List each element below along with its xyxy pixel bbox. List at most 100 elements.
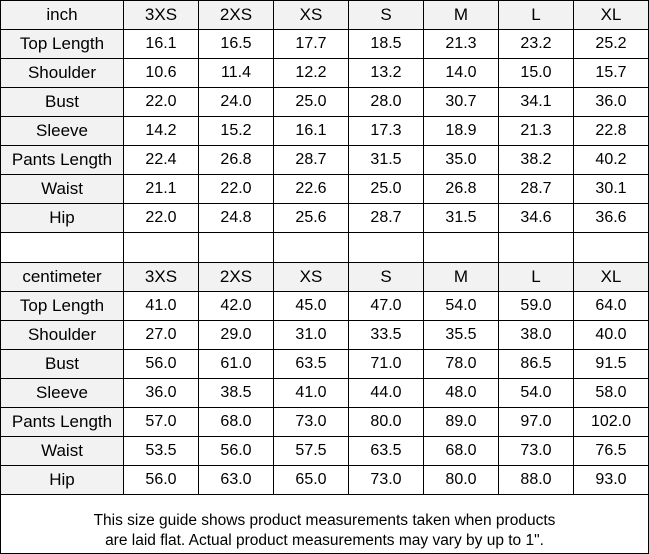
footnote: This size guide shows product measuremen… bbox=[0, 494, 649, 554]
size-value-cell: 21.3 bbox=[498, 116, 574, 146]
spacer-cell bbox=[0, 232, 124, 263]
spacer-row bbox=[0, 232, 649, 263]
row-label: Bust bbox=[0, 349, 124, 379]
size-value-cell: 91.5 bbox=[573, 349, 649, 379]
table-row: Hip 22.0 24.8 25.6 28.7 31.5 34.6 36.6 bbox=[0, 203, 649, 233]
row-label: Pants Length bbox=[0, 407, 124, 437]
size-value-cell: 22.0 bbox=[198, 174, 274, 204]
footer-section: This size guide shows product measuremen… bbox=[0, 494, 649, 554]
spacer-cell bbox=[498, 232, 574, 263]
size-value-cell: 31.5 bbox=[348, 145, 424, 175]
size-value-cell: 15.0 bbox=[498, 58, 574, 88]
centimeter-section: centimeter 3XS 2XS XS S M L XL Top Lengt… bbox=[0, 262, 649, 495]
spacer-cell bbox=[198, 232, 274, 263]
size-header: M bbox=[423, 262, 499, 292]
size-value-cell: 28.7 bbox=[348, 203, 424, 233]
size-header: XL bbox=[573, 262, 649, 292]
size-value-cell: 71.0 bbox=[348, 349, 424, 379]
size-value-cell: 54.0 bbox=[498, 378, 574, 408]
size-value-cell: 22.0 bbox=[123, 203, 199, 233]
size-value-cell: 15.2 bbox=[198, 116, 274, 146]
size-value-cell: 34.6 bbox=[498, 203, 574, 233]
size-value-cell: 23.2 bbox=[498, 29, 574, 59]
size-value-cell: 54.0 bbox=[423, 291, 499, 321]
size-header: 2XS bbox=[198, 262, 274, 292]
size-header: L bbox=[498, 262, 574, 292]
table-row: Pants Length 57.0 68.0 73.0 80.0 89.0 97… bbox=[0, 407, 649, 437]
row-label: Hip bbox=[0, 465, 124, 495]
size-header: M bbox=[423, 0, 499, 30]
size-value-cell: 11.4 bbox=[198, 58, 274, 88]
size-value-cell: 24.0 bbox=[198, 87, 274, 117]
size-value-cell: 16.1 bbox=[273, 116, 349, 146]
spacer-cell bbox=[348, 232, 424, 263]
size-value-cell: 56.0 bbox=[123, 349, 199, 379]
table-row: Shoulder 10.6 11.4 12.2 13.2 14.0 15.0 1… bbox=[0, 58, 649, 88]
size-value-cell: 25.2 bbox=[573, 29, 649, 59]
unit-header-centimeter: centimeter bbox=[0, 262, 124, 292]
size-value-cell: 25.6 bbox=[273, 203, 349, 233]
size-value-cell: 27.0 bbox=[123, 320, 199, 350]
size-value-cell: 15.7 bbox=[573, 58, 649, 88]
size-value-cell: 44.0 bbox=[348, 378, 424, 408]
size-value-cell: 12.2 bbox=[273, 58, 349, 88]
size-value-cell: 35.0 bbox=[423, 145, 499, 175]
size-value-cell: 86.5 bbox=[498, 349, 574, 379]
inch-header-row: inch 3XS 2XS XS S M L XL bbox=[0, 0, 649, 30]
size-header: XS bbox=[273, 262, 349, 292]
row-label: Sleeve bbox=[0, 116, 124, 146]
size-value-cell: 18.9 bbox=[423, 116, 499, 146]
size-header: XS bbox=[273, 0, 349, 30]
size-value-cell: 36.0 bbox=[123, 378, 199, 408]
table-row: Top Length 41.0 42.0 45.0 47.0 54.0 59.0… bbox=[0, 291, 649, 321]
size-value-cell: 22.6 bbox=[273, 174, 349, 204]
size-value-cell: 13.2 bbox=[348, 58, 424, 88]
size-value-cell: 38.0 bbox=[498, 320, 574, 350]
footnote-line2: are laid flat. Actual product measuremen… bbox=[105, 532, 544, 549]
size-value-cell: 28.7 bbox=[273, 145, 349, 175]
footnote-row: This size guide shows product measuremen… bbox=[0, 494, 649, 554]
size-value-cell: 89.0 bbox=[423, 407, 499, 437]
size-value-cell: 42.0 bbox=[198, 291, 274, 321]
size-value-cell: 41.0 bbox=[273, 378, 349, 408]
size-value-cell: 102.0 bbox=[573, 407, 649, 437]
size-value-cell: 10.6 bbox=[123, 58, 199, 88]
size-value-cell: 22.4 bbox=[123, 145, 199, 175]
size-header: 2XS bbox=[198, 0, 274, 30]
size-value-cell: 76.5 bbox=[573, 436, 649, 466]
size-value-cell: 14.0 bbox=[423, 58, 499, 88]
centimeter-header-row: centimeter 3XS 2XS XS S M L XL bbox=[0, 262, 649, 292]
size-value-cell: 56.0 bbox=[123, 465, 199, 495]
size-value-cell: 28.0 bbox=[348, 87, 424, 117]
size-header: L bbox=[498, 0, 574, 30]
size-header: XL bbox=[573, 0, 649, 30]
size-value-cell: 17.3 bbox=[348, 116, 424, 146]
spacer-cell bbox=[123, 232, 199, 263]
size-value-cell: 53.5 bbox=[123, 436, 199, 466]
size-value-cell: 73.0 bbox=[348, 465, 424, 495]
size-value-cell: 88.0 bbox=[498, 465, 574, 495]
row-label: Pants Length bbox=[0, 145, 124, 175]
row-label: Top Length bbox=[0, 291, 124, 321]
size-value-cell: 14.2 bbox=[123, 116, 199, 146]
size-value-cell: 78.0 bbox=[423, 349, 499, 379]
table-row: Shoulder 27.0 29.0 31.0 33.5 35.5 38.0 4… bbox=[0, 320, 649, 350]
spacer-cell bbox=[423, 232, 499, 263]
spacer-cell bbox=[573, 232, 649, 263]
inch-section: inch 3XS 2XS XS S M L XL Top Length 16.1… bbox=[0, 0, 649, 263]
size-value-cell: 73.0 bbox=[498, 436, 574, 466]
size-value-cell: 26.8 bbox=[423, 174, 499, 204]
size-value-cell: 26.8 bbox=[198, 145, 274, 175]
size-value-cell: 59.0 bbox=[498, 291, 574, 321]
spacer-cell bbox=[273, 232, 349, 263]
row-label: Bust bbox=[0, 87, 124, 117]
size-value-cell: 38.5 bbox=[198, 378, 274, 408]
size-header: S bbox=[348, 262, 424, 292]
size-value-cell: 56.0 bbox=[198, 436, 274, 466]
table-row: Pants Length 22.4 26.8 28.7 31.5 35.0 38… bbox=[0, 145, 649, 175]
size-value-cell: 29.0 bbox=[198, 320, 274, 350]
size-value-cell: 57.5 bbox=[273, 436, 349, 466]
row-label: Sleeve bbox=[0, 378, 124, 408]
size-header: 3XS bbox=[123, 0, 199, 30]
